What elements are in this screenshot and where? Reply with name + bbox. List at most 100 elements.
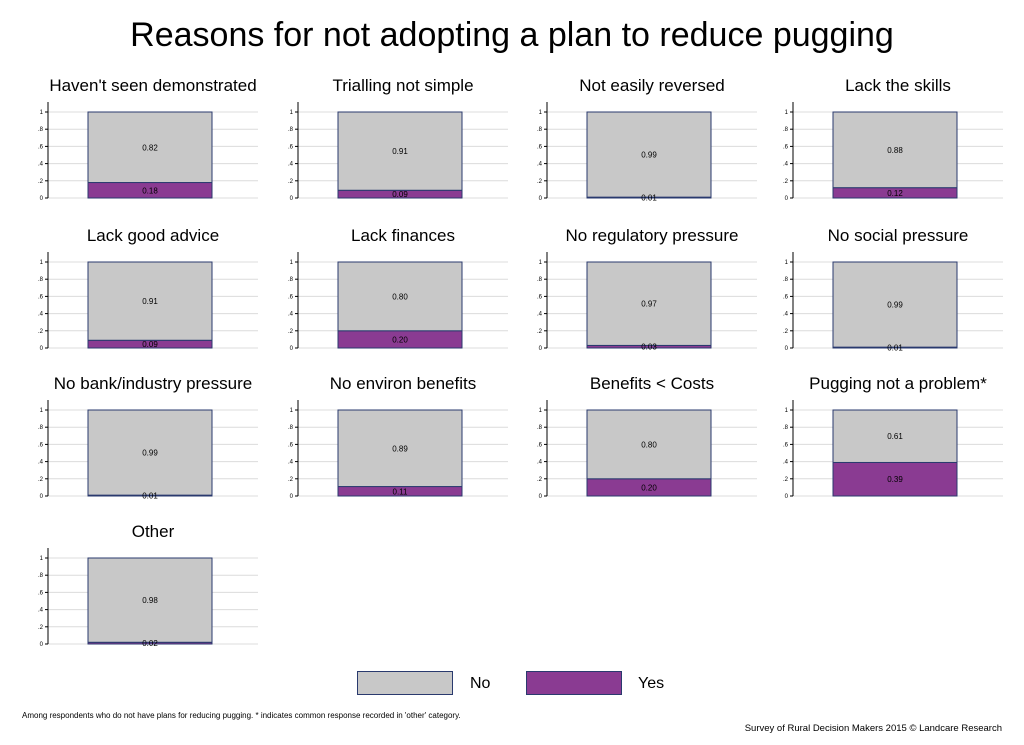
legend-swatch-yes xyxy=(526,671,622,695)
y-tick-label: 0 xyxy=(40,196,44,202)
y-tick-label: .8 xyxy=(537,425,543,431)
y-tick-label: .4 xyxy=(38,162,44,168)
y-tick-label: .6 xyxy=(288,144,294,150)
y-tick-label: 0 xyxy=(785,494,789,500)
panel-title: Trialling not simple xyxy=(332,76,473,95)
y-tick-label: .4 xyxy=(288,312,294,318)
panel-title: Haven't seen demonstrated xyxy=(49,76,256,95)
y-tick-label: .2 xyxy=(38,329,44,335)
y-tick-label: .6 xyxy=(288,294,294,300)
y-tick-label: .4 xyxy=(38,608,44,614)
data-label-no: 0.99 xyxy=(887,301,903,310)
chart-title: Reasons for not adopting a plan to reduc… xyxy=(130,16,894,54)
y-tick-label: 0 xyxy=(539,494,543,500)
y-tick-label: .4 xyxy=(537,312,543,318)
data-label-yes: 0.01 xyxy=(887,344,903,353)
data-label-yes: 0.20 xyxy=(392,335,408,344)
panel-title: No social pressure xyxy=(828,226,969,245)
bar-no xyxy=(832,261,958,348)
y-tick-label: 0 xyxy=(785,346,789,352)
y-tick-label: 0 xyxy=(290,494,294,500)
bar-no xyxy=(586,409,712,480)
y-tick-label: 1 xyxy=(539,260,543,266)
y-tick-label: .4 xyxy=(783,162,789,168)
y-tick-label: 1 xyxy=(290,260,294,266)
panel-title: No environ benefits xyxy=(330,374,476,393)
y-tick-label: .4 xyxy=(288,460,294,466)
y-tick-label: .2 xyxy=(537,477,543,483)
y-tick-label: .4 xyxy=(38,460,44,466)
bar-no xyxy=(87,111,213,184)
y-tick-label: 0 xyxy=(785,196,789,202)
y-tick-label: .2 xyxy=(783,329,789,335)
y-tick-label: .4 xyxy=(288,162,294,168)
panel-title: Benefits < Costs xyxy=(590,374,714,393)
y-tick-label: .8 xyxy=(38,425,44,431)
data-label-yes: 0.18 xyxy=(142,186,158,195)
bar-no xyxy=(832,111,958,189)
panel-title: No bank/industry pressure xyxy=(54,374,252,393)
y-tick-label: .6 xyxy=(537,294,543,300)
panel-title: Other xyxy=(132,522,175,541)
data-label-yes: 0.01 xyxy=(641,194,657,203)
y-tick-label: 0 xyxy=(290,346,294,352)
data-label-no: 0.97 xyxy=(641,300,657,309)
panel-title: Lack finances xyxy=(351,226,455,245)
bar-no xyxy=(337,409,463,488)
data-label-no: 0.91 xyxy=(142,297,158,306)
data-label-yes: 0.09 xyxy=(142,340,158,349)
panel-title: Not easily reversed xyxy=(579,76,725,95)
y-tick-label: .8 xyxy=(288,277,294,283)
y-tick-label: .2 xyxy=(288,329,294,335)
y-tick-label: .2 xyxy=(38,625,44,631)
panel-title: Lack good advice xyxy=(87,226,219,245)
data-label-no: 0.82 xyxy=(142,143,158,152)
y-tick-label: .6 xyxy=(38,442,44,448)
y-tick-label: 1 xyxy=(539,408,543,414)
y-tick-label: .2 xyxy=(288,477,294,483)
y-tick-label: .8 xyxy=(38,127,44,133)
y-tick-label: .2 xyxy=(537,179,543,185)
data-label-no: 0.61 xyxy=(887,432,903,441)
y-tick-label: .2 xyxy=(38,179,44,185)
y-tick-label: .8 xyxy=(288,127,294,133)
y-tick-label: 1 xyxy=(40,556,44,562)
y-tick-label: .2 xyxy=(38,477,44,483)
y-tick-label: .6 xyxy=(537,144,543,150)
y-tick-label: .8 xyxy=(38,573,44,579)
y-tick-label: 0 xyxy=(40,494,44,500)
y-tick-label: 0 xyxy=(40,642,44,648)
data-label-no: 0.89 xyxy=(392,444,408,453)
y-tick-label: 0 xyxy=(290,196,294,202)
y-tick-label: .8 xyxy=(38,277,44,283)
panel-title: Lack the skills xyxy=(845,76,951,95)
y-tick-label: .8 xyxy=(783,277,789,283)
footnote: Among respondents who do not have plans … xyxy=(22,711,461,720)
y-tick-label: .6 xyxy=(783,442,789,448)
data-label-no: 0.98 xyxy=(142,596,158,605)
y-tick-label: .8 xyxy=(783,425,789,431)
data-label-yes: 0.20 xyxy=(641,483,657,492)
data-label-no: 0.99 xyxy=(142,449,158,458)
panel-title: No regulatory pressure xyxy=(566,226,739,245)
y-tick-label: 0 xyxy=(40,346,44,352)
data-label-yes: 0.01 xyxy=(142,492,158,501)
y-tick-label: .4 xyxy=(537,460,543,466)
bar-no xyxy=(87,557,213,643)
y-tick-label: 1 xyxy=(40,408,44,414)
y-tick-label: 1 xyxy=(785,260,789,266)
panel-title: Pugging not a problem* xyxy=(809,374,987,393)
y-tick-label: .6 xyxy=(783,144,789,150)
legend-label-yes: Yes xyxy=(638,675,665,692)
y-tick-label: .2 xyxy=(783,477,789,483)
data-label-yes: 0.39 xyxy=(887,475,903,484)
bar-no xyxy=(586,111,712,198)
y-tick-label: .8 xyxy=(288,425,294,431)
data-label-yes: 0.09 xyxy=(392,190,408,199)
bar-no xyxy=(337,111,463,191)
y-tick-label: .4 xyxy=(38,312,44,318)
data-label-no: 0.80 xyxy=(641,440,657,449)
data-label-no: 0.88 xyxy=(887,146,903,155)
y-tick-label: 1 xyxy=(40,110,44,116)
y-tick-label: 0 xyxy=(539,346,543,352)
